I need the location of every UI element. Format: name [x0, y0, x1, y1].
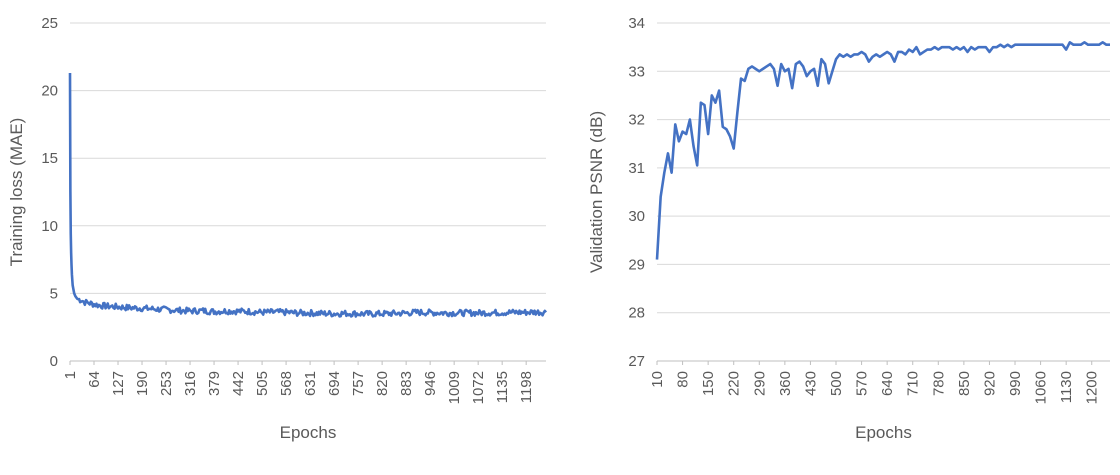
y-tick-label: 30: [628, 208, 645, 225]
x-tick-label: 150: [700, 371, 717, 396]
x-axis-title: Epochs: [855, 423, 912, 442]
x-tick-label: 379: [206, 371, 223, 396]
x-tick-label: 220: [726, 371, 743, 396]
y-axis-title: Validation PSNR (dB): [587, 111, 606, 273]
y-tick-label: 5: [50, 285, 58, 302]
y-axis-title: Training loss (MAE): [7, 118, 26, 267]
x-tick-label: 694: [326, 371, 343, 396]
x-axis-title: Epochs: [280, 423, 337, 442]
x-tick-label: 290: [751, 371, 768, 396]
x-tick-label: 1130: [1058, 371, 1075, 403]
series-line: [655, 41, 1110, 260]
x-tick-label: 500: [828, 371, 845, 396]
y-tick-label: 34: [628, 15, 645, 32]
x-tick-label: 10: [649, 371, 666, 388]
y-tick-label: 25: [41, 15, 58, 32]
x-tick-label: 442: [230, 371, 247, 396]
x-tick-label: 757: [350, 371, 367, 396]
x-tick-label: 190: [134, 371, 151, 396]
y-tick-label: 27: [628, 353, 645, 370]
x-tick-label: 570: [854, 371, 871, 396]
x-tick-label: 1200: [1084, 371, 1101, 404]
x-tick-label: 710: [905, 371, 922, 396]
y-tick-label: 29: [628, 256, 645, 273]
y-tick-label: 28: [628, 305, 645, 322]
x-tick-label: 946: [422, 371, 439, 396]
x-tick-label: 990: [1007, 371, 1024, 396]
x-tick-label: 80: [675, 371, 692, 388]
x-tick-label: 505: [254, 371, 271, 396]
series-line: [68, 73, 548, 318]
x-tick-label: 1198: [518, 371, 535, 403]
y-tick-label: 10: [41, 218, 58, 235]
training-loss-chart: 0 5 10 15 20 25 1 64 127 190 253 316 379 442 505 568 631…: [7, 15, 548, 442]
x-tick-label: 820: [374, 371, 391, 396]
x-tick-label: 127: [110, 371, 127, 396]
x-tick-label: 1: [62, 371, 79, 379]
x-tick-label: 850: [956, 371, 973, 396]
x-tick-label: 1060: [1033, 371, 1050, 404]
x-tick-label: 883: [398, 371, 415, 396]
x-tick-label: 1009: [446, 371, 463, 404]
x-tick-label: 780: [930, 371, 947, 396]
x-tick-label: 64: [86, 371, 103, 388]
x-tick-label: 568: [278, 371, 295, 396]
x-tick-label: 631: [302, 371, 319, 396]
x-tick-label: 430: [802, 371, 819, 396]
y-tick-label: 20: [41, 83, 58, 100]
y-tick-label: 31: [628, 160, 645, 177]
x-tick-label: 640: [879, 371, 896, 396]
x-tick-label: 1135: [494, 371, 511, 403]
y-tick-label: 32: [628, 112, 645, 129]
validation-psnr-chart: 27 28 29 30 31 32 33 34 10 80 150 220 290 360 430 500 57…: [587, 15, 1110, 442]
x-tick-label: 360: [777, 371, 794, 396]
y-tick-label: 0: [50, 353, 58, 370]
x-tick-label: 253: [158, 371, 175, 396]
y-tick-label: 33: [628, 63, 645, 80]
x-tick-label: 920: [981, 371, 998, 396]
x-tick-label: 316: [182, 371, 199, 396]
x-tick-label: 1072: [470, 371, 487, 404]
y-tick-label: 15: [41, 150, 58, 167]
